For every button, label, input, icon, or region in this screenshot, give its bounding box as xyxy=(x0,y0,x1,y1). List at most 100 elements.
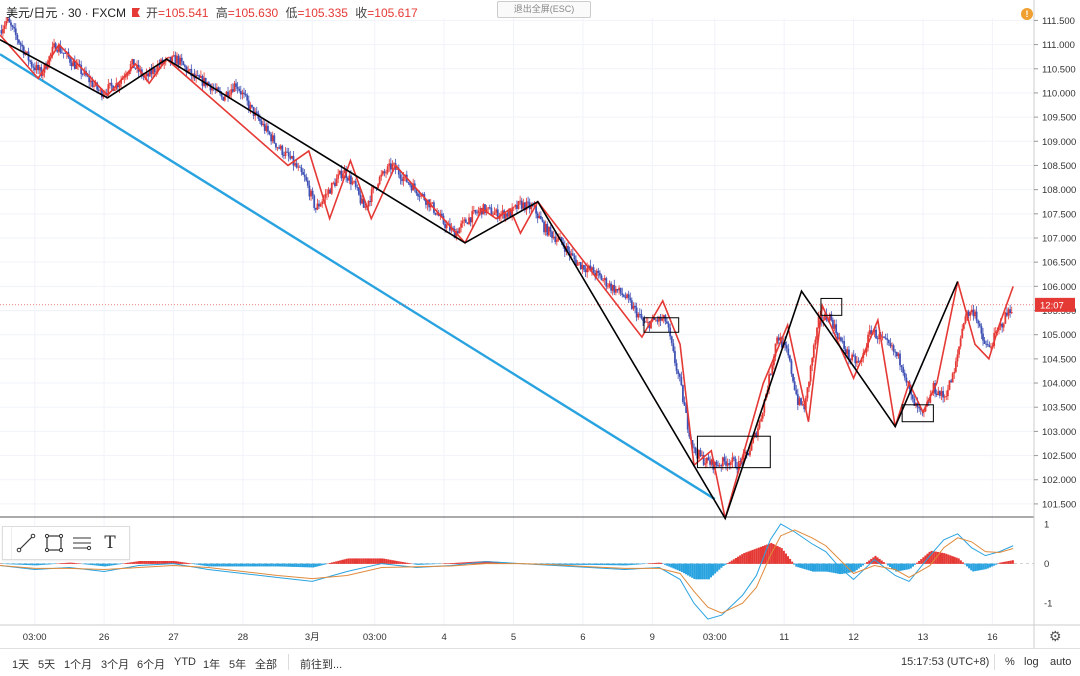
candle-body xyxy=(98,90,100,91)
histogram-bar xyxy=(181,562,183,564)
flag-icon[interactable] xyxy=(132,8,140,17)
candle xyxy=(262,119,264,126)
price-axis-label: 107.000 xyxy=(1042,233,1076,244)
candle-body xyxy=(267,126,269,132)
candle-body xyxy=(173,55,175,56)
candle-body xyxy=(411,185,413,190)
rectangle-tool-icon[interactable] xyxy=(40,529,68,557)
range-all-button[interactable]: 全部 xyxy=(255,656,277,672)
histogram-bar xyxy=(304,564,306,568)
candle xyxy=(401,174,403,185)
goto-date-button[interactable]: 前往到... xyxy=(300,656,342,672)
candle-body xyxy=(941,391,943,396)
histogram-bar xyxy=(383,559,385,564)
candle xyxy=(830,311,832,321)
candle-body xyxy=(4,26,6,29)
candle xyxy=(711,459,713,467)
candle xyxy=(88,70,90,88)
histogram-bar xyxy=(65,563,67,564)
percent-scale-toggle[interactable]: % xyxy=(1005,656,1015,668)
candle xyxy=(944,394,946,402)
range-6m-button[interactable]: 6个月 xyxy=(137,656,165,672)
histogram-bar xyxy=(656,563,658,564)
candle-body xyxy=(577,263,579,266)
histogram-bar xyxy=(148,561,150,564)
candle-body xyxy=(310,191,312,197)
candle xyxy=(302,168,304,175)
candle xyxy=(936,389,938,396)
candle-body xyxy=(1008,309,1010,315)
histogram-bar xyxy=(978,564,980,571)
histogram-bar xyxy=(231,564,233,567)
auto-scale-toggle[interactable]: auto xyxy=(1050,656,1071,668)
candle xyxy=(203,72,205,87)
histogram-bar xyxy=(806,564,808,570)
histogram-bar xyxy=(48,564,50,565)
histogram-bar xyxy=(83,564,85,565)
candle xyxy=(321,199,323,208)
chart-canvas[interactable]: 111.500111.000110.500110.000109.500109.0… xyxy=(0,0,1080,648)
histogram-bar xyxy=(962,562,964,564)
candle-body xyxy=(846,350,848,355)
candle-body xyxy=(39,67,41,70)
candle xyxy=(982,328,984,346)
histogram-bar xyxy=(835,564,837,574)
settings-gear-icon[interactable]: ⚙ xyxy=(1049,628,1062,645)
range-5d-button[interactable]: 5天 xyxy=(38,656,55,672)
candle-body xyxy=(307,181,309,186)
price-axis-label: 111.000 xyxy=(1042,40,1075,51)
histogram-bar xyxy=(23,564,25,565)
range-1m-button[interactable]: 1个月 xyxy=(64,656,92,672)
candle-body xyxy=(609,283,611,286)
alert-icon[interactable]: ! xyxy=(1021,8,1033,20)
time-axis-label: 4 xyxy=(441,632,446,643)
histogram-bar xyxy=(289,564,291,567)
candle-body xyxy=(168,57,170,58)
candle-body xyxy=(265,126,267,131)
candle-body xyxy=(388,163,390,166)
range-1y-button[interactable]: 1年 xyxy=(203,656,220,672)
trend-line-tool-icon[interactable] xyxy=(12,529,40,557)
range-ytd-button[interactable]: YTD xyxy=(174,656,196,668)
range-5y-button[interactable]: 5年 xyxy=(229,656,246,672)
histogram-bar xyxy=(797,564,799,568)
symbol-label[interactable]: 美元/日元 · 30 · FXCM xyxy=(6,4,126,21)
candle xyxy=(313,194,315,210)
candle xyxy=(550,225,552,237)
candle-body xyxy=(2,29,4,33)
range-1d-button[interactable]: 1天 xyxy=(12,656,29,672)
candle-body xyxy=(476,212,478,213)
log-scale-toggle[interactable]: log xyxy=(1024,656,1039,668)
histogram-bar xyxy=(314,564,316,567)
clock-timezone-button[interactable]: 15:17:53 (UTC+8) xyxy=(901,656,989,668)
candle xyxy=(20,41,22,50)
histogram-bar xyxy=(431,564,433,565)
candle xyxy=(353,180,355,183)
candle-body xyxy=(637,314,639,318)
histogram-bar xyxy=(6,564,8,565)
candle-body xyxy=(348,176,350,181)
candle-body xyxy=(487,207,489,208)
range-3m-button[interactable]: 3个月 xyxy=(101,656,129,672)
fib-retracement-tool-icon[interactable] xyxy=(68,529,96,557)
candle-body xyxy=(795,390,797,394)
exit-fullscreen-button[interactable]: 退出全屏(ESC) xyxy=(497,1,591,18)
candle xyxy=(234,81,236,92)
candle xyxy=(706,457,708,467)
candle xyxy=(334,178,336,188)
histogram-bar xyxy=(904,564,906,570)
text-tool-icon[interactable]: T xyxy=(96,529,124,557)
histogram-bar xyxy=(789,559,791,564)
candle-body xyxy=(353,181,355,182)
candle-body xyxy=(294,163,296,165)
candle xyxy=(899,350,901,370)
candle xyxy=(811,357,813,371)
histogram-bar xyxy=(1003,562,1005,564)
candle xyxy=(237,82,239,94)
candle-body xyxy=(380,174,382,176)
toolbar-grip-handle[interactable] xyxy=(3,527,12,559)
histogram-bar xyxy=(429,564,431,565)
candle xyxy=(514,204,516,209)
candle xyxy=(200,70,202,78)
candle-body xyxy=(468,217,470,224)
